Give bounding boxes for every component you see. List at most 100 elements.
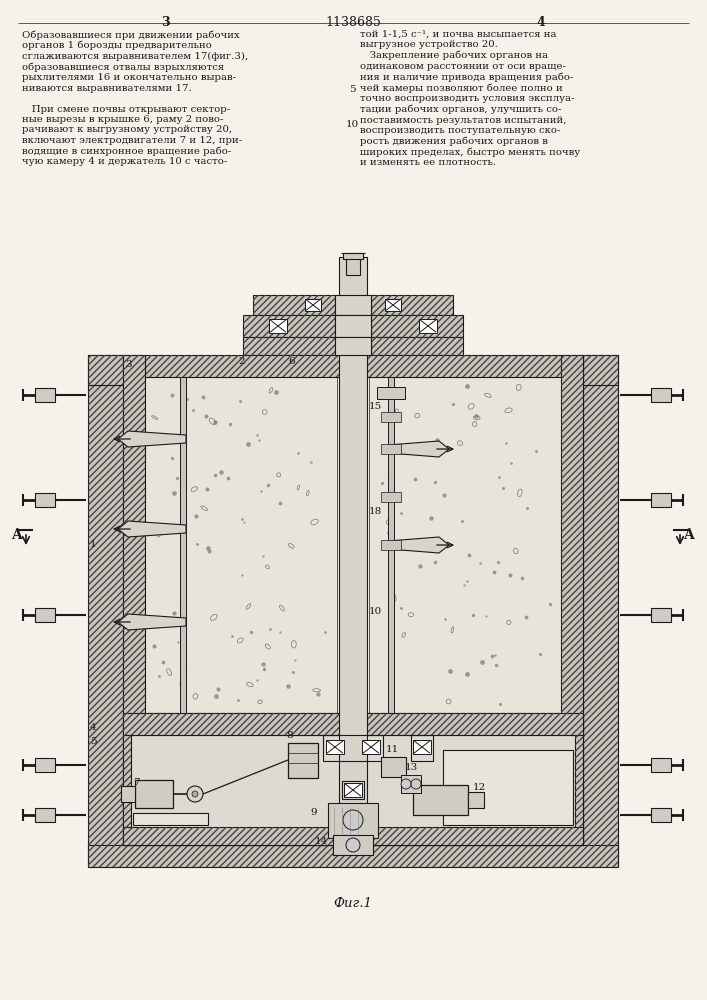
Text: 14: 14 bbox=[315, 837, 328, 846]
Bar bbox=[123, 735, 583, 845]
Bar bbox=[468, 792, 484, 808]
Text: 10: 10 bbox=[346, 120, 358, 129]
Bar bbox=[346, 257, 360, 275]
Bar bbox=[35, 608, 55, 622]
Bar bbox=[305, 299, 321, 311]
Bar bbox=[335, 295, 371, 315]
Text: 4: 4 bbox=[90, 723, 97, 732]
Text: 10: 10 bbox=[369, 607, 382, 616]
Bar bbox=[123, 735, 131, 845]
Bar bbox=[369, 377, 561, 713]
Bar bbox=[385, 299, 401, 311]
Text: той 1-1,5 с⁻¹, и почва высыпается на
выгрузное устройство 20.
   Закрепление раб: той 1-1,5 с⁻¹, и почва высыпается на выг… bbox=[360, 30, 580, 167]
Text: 3: 3 bbox=[125, 360, 132, 369]
Text: 11: 11 bbox=[386, 745, 399, 754]
Bar bbox=[561, 355, 583, 735]
Bar bbox=[35, 758, 55, 772]
Text: 1138685: 1138685 bbox=[325, 16, 381, 29]
Text: 2: 2 bbox=[238, 357, 245, 366]
Bar bbox=[413, 740, 431, 754]
Bar bbox=[651, 608, 671, 622]
Bar bbox=[88, 355, 123, 385]
Bar bbox=[123, 355, 145, 735]
Text: 6: 6 bbox=[288, 357, 295, 366]
Bar bbox=[561, 355, 583, 735]
Bar bbox=[575, 735, 583, 845]
Bar bbox=[88, 355, 123, 865]
Bar bbox=[339, 257, 367, 845]
Bar bbox=[335, 315, 371, 337]
Bar bbox=[88, 845, 618, 867]
Circle shape bbox=[411, 779, 421, 789]
Bar bbox=[419, 319, 437, 333]
Bar bbox=[583, 355, 618, 865]
Bar bbox=[371, 295, 453, 315]
Bar bbox=[123, 827, 583, 845]
Text: 3: 3 bbox=[160, 16, 169, 29]
Bar bbox=[123, 713, 583, 735]
Text: 12: 12 bbox=[473, 783, 486, 792]
Bar bbox=[651, 808, 671, 822]
Bar bbox=[388, 377, 394, 713]
Bar bbox=[121, 786, 135, 802]
Bar bbox=[443, 750, 573, 825]
Polygon shape bbox=[388, 537, 449, 553]
Text: 8: 8 bbox=[286, 731, 293, 740]
Bar bbox=[123, 713, 583, 735]
Bar bbox=[651, 758, 671, 772]
Bar bbox=[253, 295, 335, 315]
Bar bbox=[35, 808, 55, 822]
Bar bbox=[243, 337, 335, 355]
Text: 13: 13 bbox=[405, 763, 419, 772]
Bar bbox=[344, 783, 362, 797]
Bar bbox=[381, 757, 406, 777]
Bar bbox=[326, 740, 344, 754]
Text: 4: 4 bbox=[537, 16, 545, 29]
Bar bbox=[288, 743, 318, 778]
Text: Фиг.1: Фиг.1 bbox=[334, 897, 373, 910]
Circle shape bbox=[192, 791, 198, 797]
Text: Образовавшиеся при движении рабочих
органов 1 борозды предварительно
сглаживаютс: Образовавшиеся при движении рабочих орга… bbox=[22, 30, 248, 166]
Bar bbox=[413, 785, 468, 815]
Bar bbox=[381, 412, 401, 422]
Circle shape bbox=[343, 810, 363, 830]
Text: 5: 5 bbox=[90, 737, 97, 746]
Bar bbox=[269, 319, 287, 333]
Bar bbox=[88, 355, 123, 865]
Text: 18: 18 bbox=[369, 507, 382, 516]
Bar bbox=[135, 780, 173, 808]
Bar bbox=[243, 315, 335, 337]
Text: 15: 15 bbox=[369, 402, 382, 411]
Bar bbox=[377, 387, 405, 399]
Bar bbox=[371, 315, 463, 337]
Bar bbox=[651, 388, 671, 402]
Bar bbox=[123, 355, 583, 377]
Bar bbox=[123, 355, 145, 735]
Text: 7: 7 bbox=[133, 778, 139, 787]
Polygon shape bbox=[118, 431, 186, 447]
Bar bbox=[371, 295, 453, 315]
Bar bbox=[123, 827, 583, 845]
Text: 9: 9 bbox=[310, 808, 317, 817]
Bar bbox=[253, 295, 335, 315]
Bar bbox=[335, 337, 371, 355]
Polygon shape bbox=[388, 441, 449, 457]
Bar bbox=[88, 355, 123, 385]
Text: A: A bbox=[11, 528, 22, 542]
Text: 1: 1 bbox=[90, 540, 97, 549]
Text: A: A bbox=[683, 528, 694, 542]
Circle shape bbox=[401, 779, 411, 789]
Text: 5: 5 bbox=[349, 85, 356, 94]
Bar bbox=[323, 735, 383, 761]
Bar bbox=[651, 493, 671, 507]
Bar bbox=[583, 355, 618, 385]
Bar bbox=[371, 337, 463, 355]
Bar bbox=[381, 444, 401, 454]
Bar bbox=[583, 355, 618, 385]
Bar bbox=[381, 540, 401, 550]
Bar bbox=[328, 803, 378, 838]
Bar bbox=[401, 775, 421, 793]
Bar bbox=[123, 355, 583, 377]
Bar bbox=[342, 781, 364, 799]
Bar bbox=[123, 713, 583, 735]
